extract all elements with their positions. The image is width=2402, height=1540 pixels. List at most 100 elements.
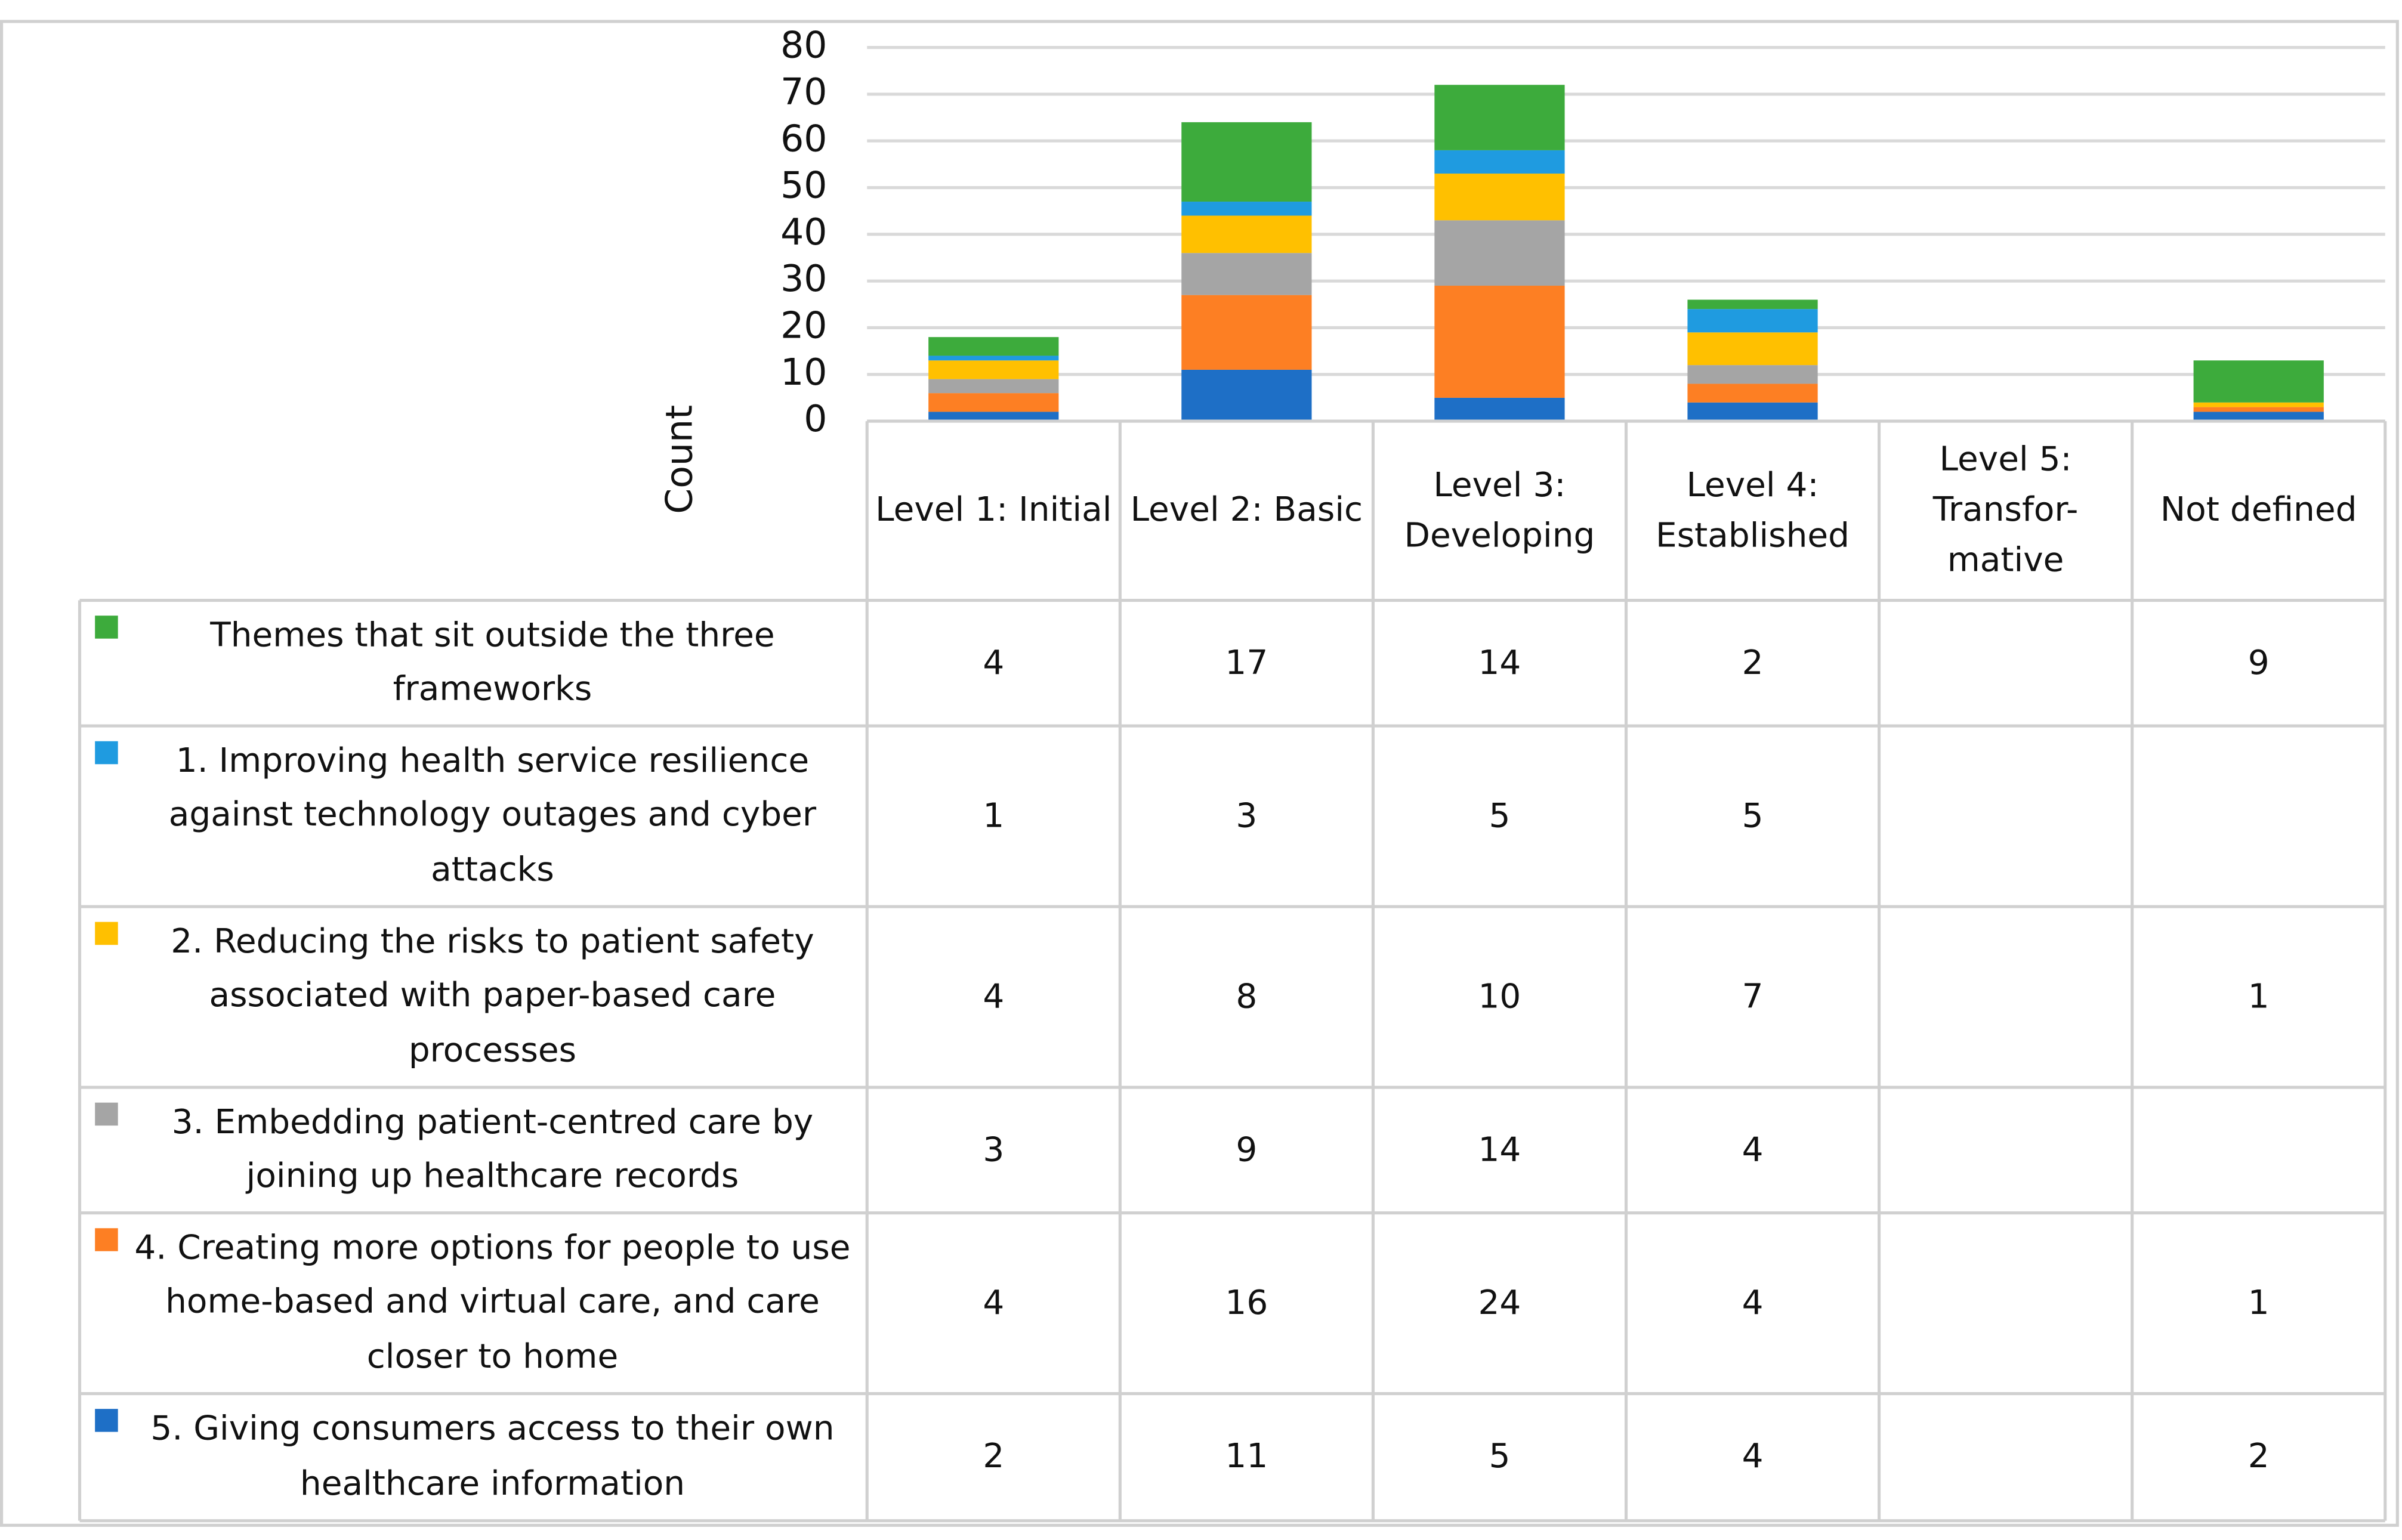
- table-value: 4: [1742, 1284, 1764, 1323]
- table-value: 5: [1742, 797, 1764, 836]
- table-value: 2: [2247, 1437, 2270, 1477]
- bar-segment: [1434, 220, 1565, 286]
- bar-segment: [928, 412, 1059, 422]
- y-tick-label: 80: [780, 24, 827, 67]
- bar-segment: [2193, 407, 2324, 412]
- bar-segment: [1434, 397, 1565, 422]
- table-value: 2: [983, 1437, 1005, 1477]
- table-cell: 9: [2247, 644, 2270, 682]
- bar-segment: [1687, 365, 1818, 384]
- table-cell: 4: [983, 644, 1005, 682]
- legend-label: 4. Creating more options for people to u…: [134, 1230, 851, 1377]
- bar-segment: [1687, 402, 1818, 422]
- table-value: 5: [1489, 797, 1511, 836]
- table-cell: 4: [1742, 1284, 1764, 1323]
- bar-segment: [928, 355, 1059, 361]
- table-value: 9: [2247, 644, 2270, 682]
- bar-segment: [1687, 384, 1818, 403]
- bar-segment: [2193, 402, 2324, 407]
- table-cell: 14: [1478, 644, 1521, 682]
- legend-swatch: [95, 921, 118, 945]
- table-value: 4: [983, 978, 1005, 1016]
- y-tick-label: 10: [780, 351, 827, 394]
- bar-segment: [2193, 412, 2324, 422]
- legend-entry: 3. Embedding patient-centred care by joi…: [80, 1087, 867, 1213]
- table-cell: 1: [983, 797, 1005, 836]
- table-value: 1: [983, 797, 1005, 836]
- y-tick-label: 50: [780, 164, 827, 207]
- legend-swatch: [95, 1228, 118, 1251]
- table-cell: 5. Giving consumers access to their own …: [80, 1394, 867, 1521]
- table-value: 3: [983, 1131, 1005, 1170]
- table-value: 1: [2247, 978, 2270, 1016]
- legend-entry: Themes that sit outside the three framew…: [80, 601, 867, 726]
- category-label: Level 3: Developing: [1404, 466, 1595, 555]
- table-cell: 2: [1742, 644, 1764, 682]
- bar-segment: [2193, 360, 2324, 403]
- y-axis-label: Count: [658, 405, 701, 514]
- table-value: 11: [1225, 1437, 1268, 1477]
- table-value: 9: [1236, 1131, 1258, 1170]
- table-value: 14: [1478, 644, 1521, 682]
- table-value: 17: [1225, 644, 1268, 682]
- table-cell: 10: [1478, 978, 1521, 1016]
- legend-label: 1. Improving health service resilience a…: [168, 743, 817, 889]
- table-value: 14: [1478, 1131, 1521, 1170]
- table-cell: 1. Improving health service resilience a…: [80, 726, 867, 907]
- legend-label: 5. Giving consumers access to their own …: [150, 1411, 835, 1504]
- bar-segment: [928, 379, 1059, 394]
- table-cell: 2: [983, 1437, 1005, 1477]
- legend-entry: 4. Creating more options for people to u…: [80, 1213, 867, 1394]
- table-cell: 17: [1225, 644, 1268, 682]
- table-cell: 3: [983, 1131, 1005, 1170]
- legend-entry: 2. Reducing the risks to patient safety …: [80, 907, 867, 1087]
- y-tick-label: 30: [780, 257, 827, 300]
- table-cell: 4: [983, 978, 1005, 1016]
- table-value: 16: [1225, 1284, 1268, 1323]
- table-cell: 5: [1489, 797, 1511, 836]
- bar-segment: [1434, 85, 1565, 150]
- legend-swatch: [95, 1409, 118, 1432]
- legend-label: 2. Reducing the risks to patient safety …: [171, 923, 814, 1070]
- y-tick-label: 70: [780, 70, 827, 113]
- bar-segment: [1434, 174, 1565, 221]
- table-cell: 24: [1478, 1284, 1521, 1322]
- table-cell: 5: [1742, 797, 1764, 836]
- legend-swatch: [95, 741, 118, 765]
- legend-label: 3. Embedding patient-centred care by joi…: [171, 1103, 814, 1196]
- bar-segment: [928, 360, 1059, 379]
- table-cell: Themes that sit outside the three framew…: [80, 601, 867, 726]
- table-cell: Level 4: Established: [1656, 466, 1850, 555]
- table-cell: 3. Embedding patient-centred care by joi…: [80, 1087, 867, 1213]
- table-cell: 1: [2247, 1284, 2270, 1323]
- bar-segment: [1434, 285, 1565, 398]
- table-value: 2: [1742, 644, 1764, 682]
- bar-segment: [1687, 309, 1818, 333]
- bar-segment: [1181, 295, 1312, 370]
- table-value: 4: [983, 644, 1005, 682]
- table-cell: 7: [1742, 978, 1764, 1016]
- y-tick-label: 0: [804, 397, 827, 440]
- table-cell: 4: [983, 1284, 1005, 1323]
- table-value: 3: [1236, 797, 1258, 836]
- y-tick-label: 60: [780, 117, 827, 160]
- table-cell: 4: [1742, 1438, 1764, 1476]
- category-label: Level 5: Transfor-mative: [1932, 441, 2079, 581]
- table-cell: 9: [1236, 1131, 1258, 1170]
- legend-swatch: [95, 1102, 118, 1126]
- legend-entry: 1. Improving health service resilience a…: [80, 726, 867, 907]
- bar-segment: [1181, 202, 1312, 216]
- bar-segment: [928, 337, 1059, 356]
- table-cell: 16: [1225, 1284, 1268, 1323]
- bar-segment: [928, 393, 1059, 412]
- legend-label: Themes that sit outside the three framew…: [210, 617, 775, 709]
- table-cell: 2: [2247, 1437, 2270, 1477]
- table-cell: 3: [1236, 797, 1258, 836]
- legend-swatch: [95, 616, 118, 639]
- table-value: 4: [983, 1284, 1005, 1323]
- table-cell: 4: [1742, 1131, 1764, 1169]
- table-cell: Level 1: Initial: [875, 491, 1112, 530]
- table-value: 1: [2247, 1284, 2270, 1323]
- bar-segment: [1181, 215, 1312, 253]
- legend-entry: 5. Giving consumers access to their own …: [80, 1394, 867, 1521]
